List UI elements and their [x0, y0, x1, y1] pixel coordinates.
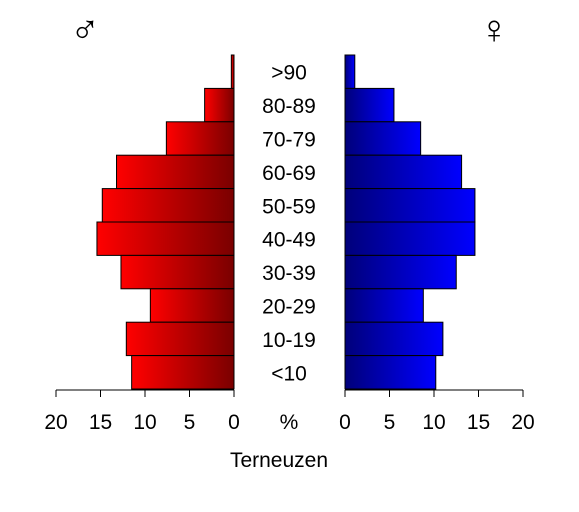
x-axis-title: Terneuzen	[230, 449, 328, 472]
male-bar-8	[125, 321, 235, 357]
male-bar-9	[131, 355, 235, 390]
age-label-1: 80-89	[262, 95, 316, 118]
age-label-7: 20-29	[262, 296, 316, 319]
male-symbol: ♂	[70, 8, 100, 52]
male-bar-1	[204, 87, 235, 123]
age-label-4: 50-59	[262, 195, 316, 218]
female-tick-label-4: 20	[511, 411, 534, 434]
male-bar-4	[101, 188, 235, 223]
female-symbol: ♀	[479, 8, 509, 52]
female-bar-2	[344, 121, 422, 156]
age-label-0: >90	[271, 62, 307, 85]
female-bar-5	[344, 221, 476, 256]
female-bars	[344, 54, 476, 390]
female-tick-label-3: 15	[467, 411, 490, 434]
male-bar-5	[96, 221, 235, 256]
male-bars	[96, 54, 235, 390]
age-label-6: 30-39	[262, 262, 316, 285]
male-bar-7	[149, 288, 235, 323]
age-label-9: <10	[271, 362, 307, 385]
male-tick-label-3: 15	[89, 411, 112, 434]
female-tick-label-2: 10	[422, 411, 445, 434]
male-bar-3	[116, 154, 235, 190]
male-tick-label-0: 0	[228, 411, 240, 434]
female-bar-7	[344, 288, 424, 323]
age-group-labels: >90 80-89 70-79 60-69 50-59 40-49 30-39 20-29 10…	[262, 62, 316, 386]
male-bar-6	[120, 254, 235, 290]
male-bar-0	[230, 54, 235, 89]
female-bar-4	[344, 188, 476, 223]
female-tick-label-0: 0	[339, 411, 351, 434]
female-bar-9	[344, 355, 437, 390]
male-bar-2	[165, 121, 235, 156]
male-tick-label-4: 20	[44, 411, 67, 434]
female-x-axis: 0 5 10 15 20	[339, 389, 535, 434]
female-bar-3	[344, 154, 463, 190]
female-bar-1	[344, 87, 395, 123]
female-bar-6	[344, 254, 457, 290]
male-x-axis: 0 5 10 15 20	[44, 389, 240, 434]
female-bar-8	[344, 321, 444, 357]
female-tick-label-1: 5	[384, 411, 396, 434]
age-label-3: 60-69	[262, 162, 316, 185]
age-label-8: 10-19	[262, 329, 316, 352]
percent-unit-label: %	[280, 411, 299, 434]
male-tick-label-2: 10	[133, 411, 156, 434]
male-tick-label-1: 5	[184, 411, 196, 434]
age-label-5: 40-49	[262, 229, 316, 252]
age-label-2: 70-79	[262, 129, 316, 152]
female-bar-0	[344, 54, 356, 89]
